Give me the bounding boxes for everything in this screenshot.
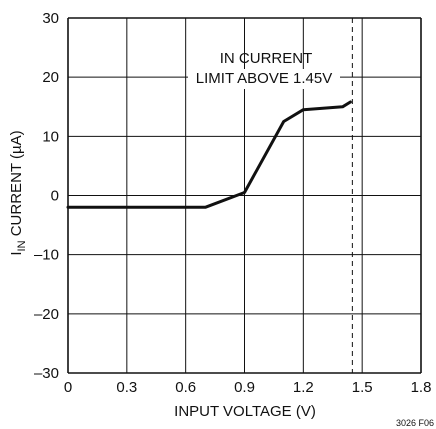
x-tick-label: 0.3 (116, 379, 137, 396)
x-tick-labels: 0 0.3 0.6 0.9 1.2 1.5 1.8 (64, 379, 432, 396)
annotation-line-2: LIMIT ABOVE 1.45V (196, 70, 332, 87)
annotation-background (188, 69, 340, 89)
y-tick-label: 20 (42, 69, 59, 86)
y-tick-label: 10 (42, 128, 59, 145)
series-line (66, 100, 352, 209)
y-tick-label: –10 (34, 247, 59, 264)
y-tick-labels: –30 –20 –10 0 10 20 30 (34, 10, 59, 382)
annotation-line-1: IN CURRENT (220, 50, 313, 67)
y-tick-label: 0 (51, 188, 59, 205)
y-axis-title-subscript: IN (16, 240, 28, 251)
y-tick-label: 30 (42, 10, 59, 27)
y-axis-title-main: I (8, 251, 25, 255)
y-tick-label: –20 (34, 306, 59, 323)
x-tick-label: 1.8 (411, 379, 432, 396)
y-tick-label: –30 (34, 365, 59, 382)
x-tick-label: 0 (64, 379, 72, 396)
x-tick-label: 1.2 (293, 379, 314, 396)
y-axis-title: IIN CURRENT (µA) (8, 130, 28, 255)
x-tick-label: 0.6 (175, 379, 196, 396)
y-axis-title-rest: CURRENT (µA) (8, 130, 25, 240)
figure-code: 3026 F06 (396, 418, 434, 428)
x-tick-label: 1.5 (352, 379, 373, 396)
x-axis-title: INPUT VOLTAGE (V) (174, 403, 316, 420)
x-tick-label: 0.9 (234, 379, 255, 396)
